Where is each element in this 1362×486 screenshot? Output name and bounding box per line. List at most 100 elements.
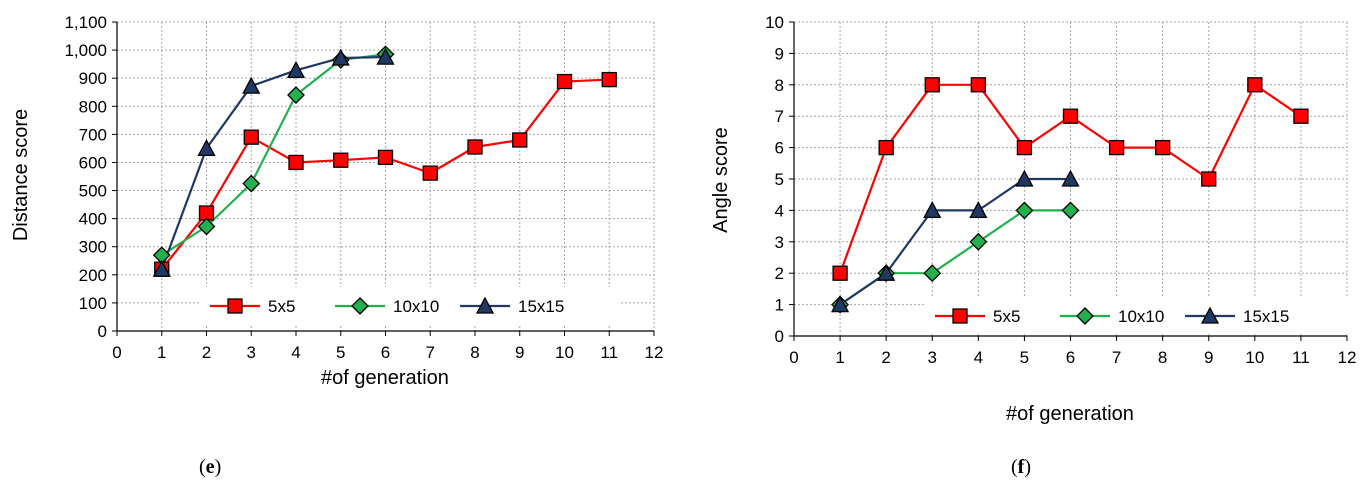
data-point-15x15 [152,259,171,277]
x-tick-label: 4 [291,343,300,362]
x-tick-label: 11 [600,343,618,362]
data-point-5x5 [333,152,349,168]
y-tick-label: 200 [79,266,107,285]
data-point-5x5 [1108,139,1125,156]
x-tick-label: 2 [202,343,211,362]
data-point-15x15 [923,201,942,219]
data-point-15x15 [1015,169,1034,187]
data-point-10x10 [242,174,261,193]
panel-label-e: (e) [199,456,222,478]
x-tick-label: 8 [470,343,479,362]
y-axis-title: Angle score [710,127,732,233]
legend-marker-10x10 [1076,307,1094,325]
data-point-5x5 [601,71,617,88]
legend-label-15x15: 15x15 [518,297,564,316]
data-point-5x5 [1062,108,1079,124]
x-tick-label: 10 [1245,348,1264,367]
data-point-5x5 [377,149,394,166]
legend-marker-15x15 [475,296,495,314]
y-tick-label: 8 [775,76,784,95]
data-point-5x5 [288,154,304,171]
data-point-5x5 [556,73,573,90]
legend-label-10x10: 10x10 [1118,307,1164,326]
x-tick-label: 4 [974,348,983,367]
x-tick-label: 9 [1204,348,1213,367]
y-tick-label: 4 [775,201,784,220]
legend-label-10x10: 10x10 [393,297,439,316]
legend-marker-5x5 [952,308,968,324]
data-point-10x10 [969,232,988,251]
legend-label-5x5: 5x5 [993,307,1020,326]
data-point-5x5 [832,265,848,281]
data-point-15x15 [376,47,395,65]
y-tick-label: 7 [775,107,784,126]
x-tick-label: 3 [247,343,256,362]
x-tick-label: 1 [835,348,844,367]
y-tick-label: 5 [775,170,784,189]
data-point-15x15 [969,201,988,219]
data-point-5x5 [970,77,986,93]
x-tick-label: 1 [157,343,166,362]
x-tick-label: 12 [1338,348,1357,367]
y-tick-label: 700 [79,125,107,144]
panel-label-f: (f) [1011,456,1032,478]
y-tick-label: 900 [79,69,107,88]
y-tick-label: 600 [79,153,107,172]
legend-marker-15x15 [1200,306,1220,324]
legend-box [925,298,1355,334]
y-tick-label: 0 [98,322,107,341]
data-point-15x15 [331,48,350,66]
data-point-15x15 [877,263,896,281]
y-tick-label: 9 [775,44,784,63]
y-tick-label: 300 [79,238,107,257]
y-tick-label: 400 [79,210,107,229]
x-tick-label: 6 [381,343,390,362]
data-point-5x5 [1155,139,1171,156]
x-tick-label: 7 [426,343,435,362]
y-tick-label: 800 [79,97,107,116]
x-tick-label: 8 [1158,348,1167,367]
legend-marker-5x5 [227,298,243,314]
x-tick-label: 3 [928,348,937,367]
y-tick-label: 1,100 [64,13,107,32]
x-tick-label: 10 [555,343,574,362]
data-point-5x5 [1201,171,1217,187]
data-point-10x10 [1015,201,1034,220]
chart-e: 0 100 200 300 400 500 600 700 800 900 1,000 1,100 0 1… [10,13,663,389]
data-point-5x5 [422,165,438,181]
y-tick-label: 2 [775,264,784,283]
data-point-5x5 [512,132,528,148]
series-line-15x15 [160,56,386,270]
legend-box [200,287,620,325]
data-point-5x5 [1247,77,1263,93]
data-point-15x15 [242,76,261,94]
x-axis-title: #of generation [1006,403,1134,425]
data-point-15x15 [1061,169,1080,187]
data-point-10x10 [287,86,305,104]
legend-label-5x5: 5x5 [268,297,295,316]
x-tick-label: 5 [336,343,345,362]
data-point-15x15 [197,139,216,157]
y-tick-label: 100 [79,294,107,313]
y-tick-label: 500 [79,182,107,201]
x-tick-label: 7 [1112,348,1121,367]
x-tick-label: 12 [645,343,664,362]
legend-label-15x15: 15x15 [1243,307,1289,326]
x-tick-label: 6 [1066,348,1075,367]
data-point-10x10 [1061,201,1080,220]
data-point-10x10 [197,217,216,236]
data-point-5x5 [924,77,940,93]
y-tick-label: 1 [775,296,784,315]
y-axis-title: Distance score [10,109,32,241]
x-tick-label: 11 [1292,348,1310,367]
y-tick-label: 3 [775,233,784,252]
data-point-10x10 [923,264,942,283]
x-tick-label: 2 [881,348,890,367]
x-tick-label: 5 [1020,348,1029,367]
y-tick-label: 1,000 [64,41,107,60]
data-point-5x5 [1293,108,1309,124]
data-point-5x5 [467,139,483,155]
data-point-15x15 [830,295,850,313]
data-point-5x5 [243,129,259,145]
